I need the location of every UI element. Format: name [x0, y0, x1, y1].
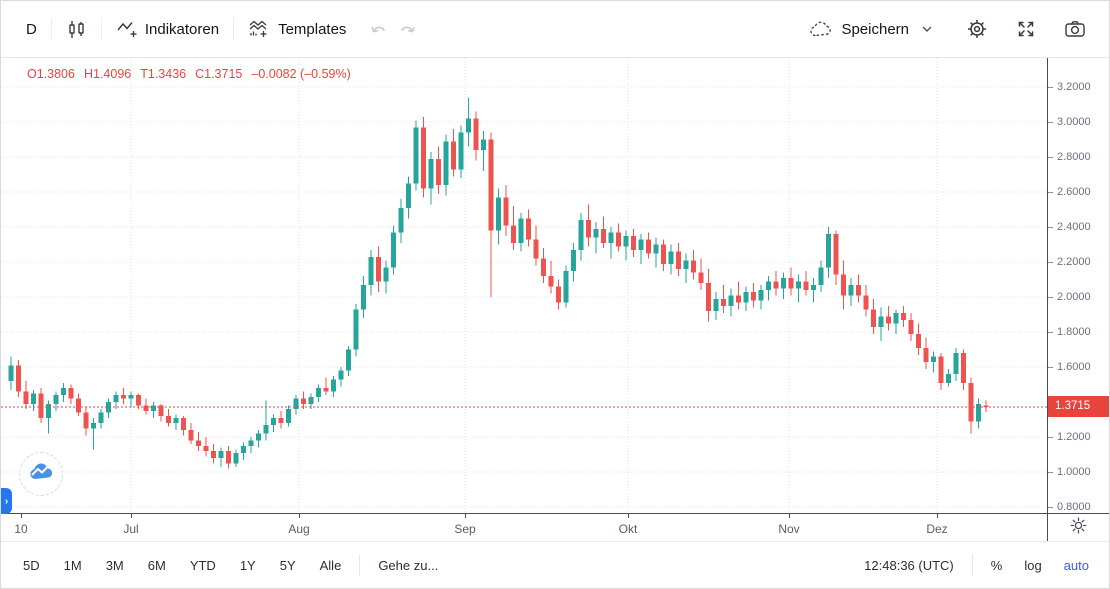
time-axis-tick	[789, 514, 790, 518]
chart-region: 1.3715 3.2000 3.0000 2.8000 2.6000 2.4000 2.2…	[1, 58, 1109, 542]
time-axis-tick	[465, 514, 466, 518]
range-6m[interactable]: 6M	[147, 557, 166, 573]
save-layout-button[interactable]: Speichern	[800, 14, 941, 45]
gear-icon	[966, 18, 988, 40]
undo-button[interactable]	[369, 22, 387, 37]
percent-scale-button[interactable]: %	[990, 557, 1003, 573]
range-buttons: 5D 1M 3M 6M YTD 1Y 5Y Alle	[21, 554, 343, 577]
fullscreen-icon	[1016, 19, 1036, 39]
indicators-label: Indikatoren	[144, 20, 220, 38]
sun-settings-icon	[1070, 517, 1087, 539]
legend-change: –0.0082 (–0.59%)	[251, 67, 351, 81]
price-axis[interactable]: 1.3715 3.2000 3.0000 2.8000 2.6000 2.4000 2.2…	[1047, 58, 1109, 513]
toolbar-separator	[233, 18, 235, 40]
range-all[interactable]: Alle	[319, 557, 342, 573]
price-axis-label: 1.0000	[1048, 464, 1091, 480]
price-axis-label: 2.4000	[1048, 219, 1091, 235]
range-5y[interactable]: 5Y	[279, 557, 296, 573]
bottom-toolbar: 5D 1M 3M 6M YTD 1Y 5Y Alle Gehe zu... 12…	[1, 541, 1109, 588]
legend-open: O1.3806	[27, 67, 75, 81]
settings-button[interactable]	[957, 12, 997, 46]
templates-button[interactable]: Templates	[239, 13, 355, 45]
time-axis-label: Jul	[123, 522, 139, 536]
time-axis-tick	[131, 514, 132, 518]
clock[interactable]: 12:48:36 (UTC)	[864, 557, 954, 573]
range-1m[interactable]: 1M	[63, 557, 82, 573]
price-axis-label: 2.8000	[1048, 149, 1091, 165]
price-axis-label: 1.2000	[1048, 429, 1091, 445]
tradingview-logo[interactable]	[19, 452, 63, 496]
time-axis-tick	[937, 514, 938, 518]
save-label: Speichern	[841, 20, 909, 38]
snapshot-button[interactable]	[1055, 13, 1095, 45]
chevron-down-icon	[922, 26, 932, 32]
price-axis-label: 1.8000	[1048, 324, 1091, 340]
price-axis-label: 1.6000	[1048, 359, 1091, 375]
time-axis-label: Aug	[288, 522, 310, 536]
redo-button[interactable]	[399, 22, 417, 37]
candlestick-chart-icon	[66, 19, 87, 40]
legend-high: H1.4096	[83, 67, 132, 81]
time-axis-label: Nov	[778, 522, 800, 536]
toolbar-separator	[100, 18, 102, 40]
auto-scale-button[interactable]: auto	[1063, 557, 1089, 573]
interval-button[interactable]: D	[17, 15, 46, 44]
goto-date-button[interactable]: Gehe zu...	[378, 557, 439, 573]
candles	[8, 97, 989, 469]
time-axis-label: Dez	[926, 522, 948, 536]
ohlc-legend: O1.3806 H1.4096 T1.3436 C1.3715 –0.0082 …	[27, 67, 351, 81]
time-axis-tick	[21, 514, 22, 518]
camera-icon	[1064, 19, 1086, 39]
templates-icon	[248, 19, 271, 39]
price-axis-label: 0.8000	[1048, 499, 1091, 515]
time-axis-label: Sep	[454, 522, 476, 536]
price-scale-settings[interactable]	[1047, 514, 1109, 542]
range-3m[interactable]: 3M	[105, 557, 124, 573]
price-axis-label: 2.0000	[1048, 289, 1091, 305]
price-tag[interactable]: 1.3715	[1048, 395, 1109, 417]
chart-canvas[interactable]	[1, 58, 1049, 513]
time-axis-label: Okt	[618, 522, 638, 536]
log-scale-button[interactable]: log	[1024, 557, 1042, 573]
footer-separator	[359, 554, 361, 576]
chart-type-button[interactable]	[57, 13, 96, 46]
price-axis-label: 3.2000	[1048, 79, 1091, 95]
price-tag-value: 1.3715	[1055, 400, 1091, 413]
time-axis[interactable]: 10 Jul Aug Sep Okt Nov Dez	[1, 513, 1109, 542]
price-axis-label: 3.0000	[1048, 114, 1091, 130]
price-axis-label: 2.2000	[1048, 254, 1091, 270]
time-axis-tick	[628, 514, 629, 518]
price-axis-label: 2.6000	[1048, 184, 1091, 200]
legend-low: T1.3436	[140, 67, 187, 81]
toolbar-separator	[50, 18, 52, 40]
time-axis-label: 10	[14, 522, 28, 536]
interval-label: D	[26, 20, 37, 38]
footer-separator	[971, 554, 973, 576]
top-toolbar: D Indikatoren	[1, 1, 1109, 58]
time-axis-tick	[299, 514, 300, 518]
range-1y[interactable]: 1Y	[239, 557, 256, 573]
tradingview-cloud-icon	[28, 462, 55, 486]
show-panel-tab[interactable]: ›	[1, 488, 12, 514]
templates-label: Templates	[278, 20, 347, 38]
range-ytd[interactable]: YTD	[189, 557, 216, 573]
cloud-save-icon	[809, 20, 834, 39]
indicators-button[interactable]: Indikatoren	[107, 14, 228, 45]
fullscreen-button[interactable]	[1007, 13, 1045, 45]
range-5d[interactable]: 5D	[23, 557, 40, 573]
legend-close: C1.3715	[195, 67, 243, 81]
indicators-icon	[116, 20, 138, 39]
